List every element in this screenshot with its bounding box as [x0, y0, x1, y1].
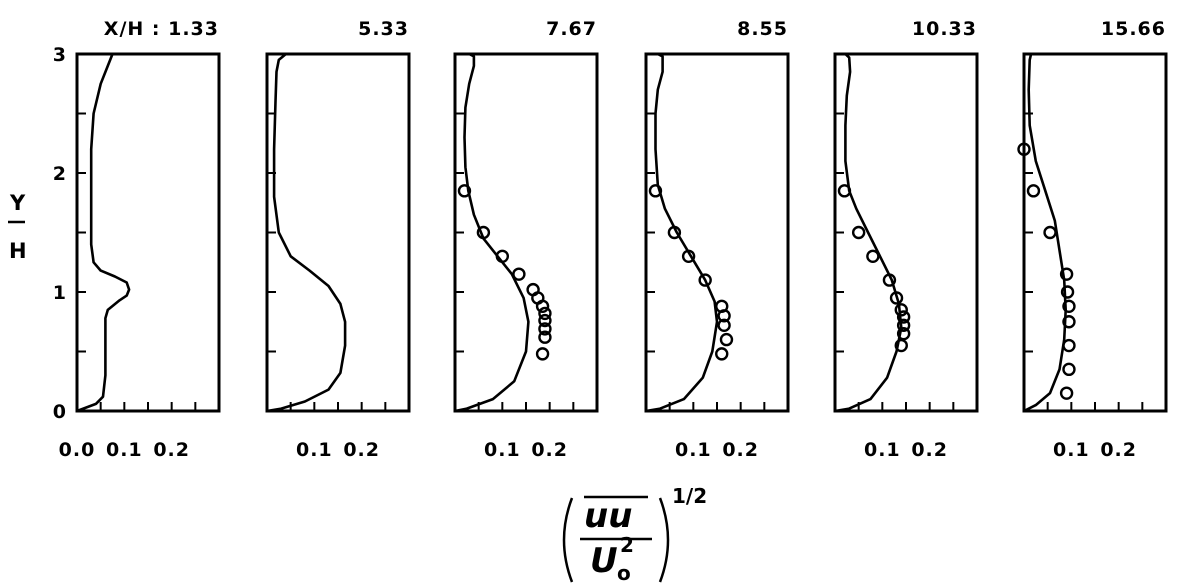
x-tick-label: 0.2 — [1100, 439, 1137, 461]
measured-point — [698, 273, 712, 287]
measured-point — [896, 310, 911, 324]
measured-point — [837, 184, 852, 198]
x-tick-label: 0.1 — [484, 439, 521, 461]
measured-point — [1059, 386, 1074, 400]
measured-point — [882, 273, 897, 287]
measured-point — [889, 291, 904, 305]
x-tick-label: 0.1 — [106, 439, 143, 461]
x-label-denominator: U — [590, 541, 618, 581]
measured-point — [538, 313, 552, 328]
measured-point — [648, 184, 663, 198]
measured-point — [1062, 315, 1076, 329]
measured-point — [667, 225, 682, 240]
measured-point — [717, 318, 731, 333]
prediction-curve — [1022, 52, 1067, 413]
measured-point — [512, 267, 526, 281]
panel-label: 15.66 — [1101, 18, 1166, 40]
measured-point — [457, 184, 472, 198]
y-label-top: Y — [9, 191, 26, 215]
panel-6: 15.66 0.1 0.2 — [1017, 18, 1168, 461]
measured-point — [1060, 285, 1075, 299]
measured-point — [717, 309, 731, 323]
panel-4: 8.55 0.1 0.2 — [644, 18, 790, 461]
y-tick-label: 0 — [53, 401, 67, 423]
panel-label: 8.55 — [737, 18, 788, 40]
panel-label: 10.33 — [912, 18, 977, 40]
measured-point — [1059, 267, 1074, 281]
measured-point — [715, 347, 729, 361]
x-tick-label: 0.1 — [296, 439, 333, 461]
measured-point — [1062, 338, 1076, 353]
panel-label: X/H : 1.33 — [104, 18, 219, 40]
panel-frame — [265, 52, 411, 413]
measured-point — [476, 225, 491, 240]
measured-point — [538, 330, 552, 344]
measured-point — [894, 338, 908, 353]
panel-5: 10.33 0.1 0.2 — [833, 18, 979, 461]
measured-point — [535, 347, 550, 361]
prediction-curve — [644, 52, 719, 413]
x-axis-label: uu U o 2 1/2 — [562, 484, 707, 585]
x-tick-label: 0.2 — [153, 439, 190, 461]
prediction-curve — [453, 52, 530, 413]
x-label-exponent: 1/2 — [672, 484, 707, 508]
measured-point — [1062, 299, 1076, 313]
measured-point — [851, 225, 866, 240]
right-paren — [658, 497, 670, 583]
measured-point — [1043, 225, 1057, 240]
prediction-curve — [75, 52, 131, 413]
measured-point — [495, 249, 510, 263]
prediction-curve — [833, 52, 903, 413]
y-axis-label: Y H — [8, 191, 27, 263]
panel-1: X/H : 1.33 0 1 2 3 0.0 0.1 0.2 — [53, 18, 221, 461]
x-label-numerator: uu — [584, 496, 632, 536]
x-label-denominator-superscript: 2 — [620, 533, 634, 557]
panel-label: 7.67 — [546, 18, 597, 40]
measured-point — [681, 249, 696, 263]
prediction-curve — [265, 52, 347, 413]
measured-point — [535, 299, 550, 313]
y-tick-label: 3 — [53, 44, 67, 66]
x-tick-label: 0.2 — [911, 439, 948, 461]
panel-frame — [833, 52, 979, 413]
measured-point — [894, 303, 908, 317]
panel-3: 7.67 0.1 0.2 — [453, 18, 599, 461]
x-tick-label: 0.2 — [722, 439, 759, 461]
y-label-bottom: H — [9, 239, 27, 263]
panel-2: 5.33 0.1 0.2 — [265, 18, 411, 461]
measured-point — [896, 326, 911, 341]
measured-point — [1026, 184, 1041, 198]
measured-point — [719, 332, 734, 347]
measured-point — [538, 306, 552, 321]
x-tick-label: 0.2 — [531, 439, 568, 461]
measured-point — [1017, 142, 1031, 156]
x-tick-label: 0.0 — [59, 439, 96, 461]
measured-point — [538, 322, 552, 336]
x-tick-label: 0.1 — [675, 439, 712, 461]
x-tick-label: 0.1 — [864, 439, 901, 461]
measured-point — [1062, 362, 1076, 377]
x-label-denominator-subscript: o — [617, 561, 631, 585]
y-tick-label: 2 — [53, 163, 67, 185]
x-tick-label: 0.2 — [343, 439, 380, 461]
measured-point — [896, 318, 911, 333]
panels-group: X/H : 1.33 0 1 2 3 0.0 0.1 0.2 5.33 0.1 0.2 7.67 0.1… — [53, 18, 1168, 461]
panel-label: 5.33 — [358, 18, 409, 40]
x-tick-label: 0.1 — [1053, 439, 1090, 461]
left-paren — [562, 497, 574, 583]
panel-frame — [453, 52, 599, 413]
y-tick-label: 1 — [53, 282, 67, 304]
panel-frame — [75, 52, 221, 413]
measured-point — [866, 249, 880, 263]
